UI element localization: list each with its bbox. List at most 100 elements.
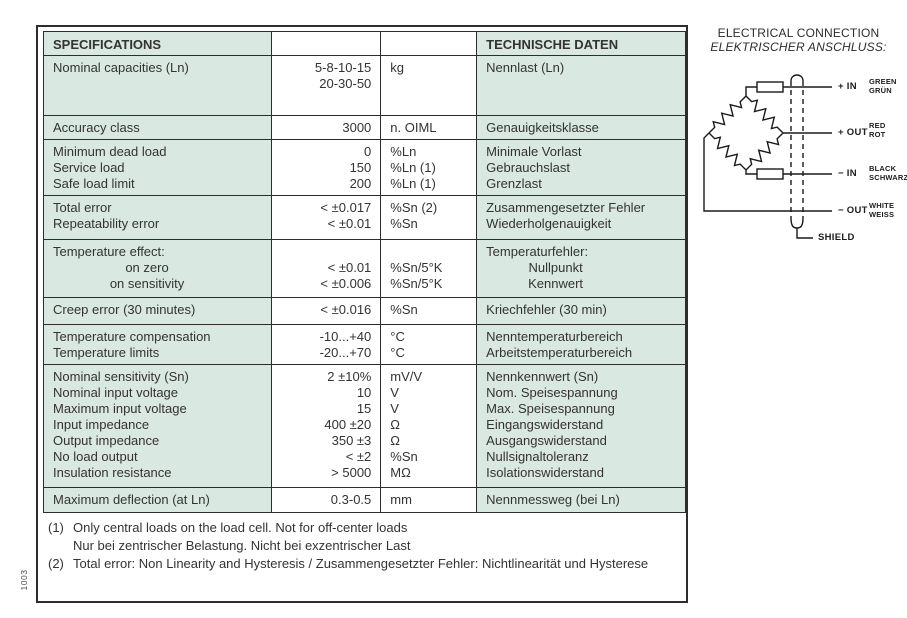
table-row: Total error Repeatability error < ±0.017… xyxy=(42,195,686,240)
header-values xyxy=(271,31,382,56)
cell-line: Ausgangswiderstand xyxy=(486,433,607,448)
bridge-wires xyxy=(703,74,832,239)
cell-line: Nom. Speisespannung xyxy=(486,385,618,400)
table-row: Temperature effect: on zero on sensitivi… xyxy=(42,239,686,298)
footnote-text: Total error: Non Linearity and Hysteresi… xyxy=(73,556,649,571)
cell-line: -20...+70 xyxy=(319,345,372,360)
cell-line: %Ln (1) xyxy=(390,176,436,191)
wire-color-label-white: WHITE WEISS xyxy=(869,201,895,219)
footnotes: (1) Only central loads on the load cell.… xyxy=(48,519,673,573)
bridge-resistor-zigzag xyxy=(704,128,751,175)
cell-line: 20-30-50 xyxy=(319,76,372,91)
value-cell: < ±0.016 xyxy=(271,297,382,325)
diagram-title-en: ELECTRICAL CONNECTION xyxy=(717,26,880,40)
cell-line: Temperature compensation xyxy=(53,329,211,344)
german-name-cell: Nennkennwert (Sn) Nom. Speisespannung Ma… xyxy=(476,364,686,488)
german-name-cell: Zusammengesetzter Fehler Wiederholgenaui… xyxy=(476,195,686,240)
value-cell: 5-8-10-15 20-30-50 xyxy=(271,55,382,116)
cell-line: 2 ±10% xyxy=(327,369,372,384)
spec-name-cell: Temperature effect: on zero on sensitivi… xyxy=(42,239,273,298)
spec-name-cell: Nominal capacities (Ln) xyxy=(42,55,273,116)
cell-line: MΩ xyxy=(390,465,411,480)
cell-line: Isolationswiderstand xyxy=(486,465,604,480)
wire-minus-in xyxy=(745,170,758,175)
wire-color-de: ROT xyxy=(869,129,886,139)
cell-line: Nennkennwert (Sn) xyxy=(486,369,599,384)
cell-line: Service load xyxy=(53,160,125,175)
cell-line: Kennwert xyxy=(528,276,584,291)
wire-color-de: WEISS xyxy=(869,209,895,219)
table-row: Nominal sensitivity (Sn) Nominal input v… xyxy=(42,364,686,488)
german-name-cell: Nennmessweg (bei Ln) xyxy=(476,487,686,513)
wire-color-label-green: GREEN GRÜN xyxy=(869,77,897,95)
cell-line: Max. Speisespannung xyxy=(486,401,615,416)
footnote-line: Nur bei zentrischer Belastung. Nicht bei… xyxy=(48,537,673,555)
cell-line: mm xyxy=(390,492,412,507)
cell-line: Creep error (30 minutes) xyxy=(53,302,196,317)
spec-name-cell: Accuracy class xyxy=(42,115,273,140)
cell-line: 0.3-0.5 xyxy=(330,492,372,507)
cell-line: 400 ±20 xyxy=(324,417,372,432)
spec-sheet-frame: SPECIFICATIONS TECHNISCHE DATEN Nominal … xyxy=(36,25,688,603)
unit-cell: mm xyxy=(380,487,478,513)
cell-line: n. OIML xyxy=(390,120,437,135)
cell-line: V xyxy=(390,385,399,400)
cell-line: < ±2 xyxy=(345,449,372,464)
header-technische-daten: TECHNISCHE DATEN xyxy=(476,31,686,56)
cell-line: Nullpunkt xyxy=(528,260,583,275)
cell-line: Grenzlast xyxy=(486,176,542,191)
value-cell: < ±0.01 < ±0.006 xyxy=(271,239,382,298)
header-units xyxy=(380,31,478,56)
cell-line: Ω xyxy=(390,417,400,432)
wheatstone-bridge-diagram xyxy=(703,74,832,239)
cell-line: Arbeitstemperaturbereich xyxy=(486,345,633,360)
cell-line: No load output xyxy=(53,449,138,464)
value-cell: < ±0.017 < ±0.01 xyxy=(271,195,382,240)
cell-line: %Sn xyxy=(390,449,418,464)
wire-minus-out xyxy=(703,132,832,212)
cell-line: Nennlast (Ln) xyxy=(486,60,565,75)
cell-line: 10 xyxy=(356,385,372,400)
cell-line: Nominal capacities (Ln) xyxy=(53,60,189,75)
cell-line: Eingangswiderstand xyxy=(486,417,604,432)
cell-line: Ω xyxy=(390,433,400,448)
unit-cell: %Sn xyxy=(380,297,478,325)
cell-line: Total error xyxy=(53,200,112,215)
cell-line: kg xyxy=(390,60,405,75)
cell-line: Minimale Vorlast xyxy=(486,144,582,159)
cell-line: Temperature effect: xyxy=(53,244,165,259)
cell-line: Maximum deflection (at Ln) xyxy=(53,492,210,507)
cell-line: 200 xyxy=(349,176,372,191)
cell-line: Safe load limit xyxy=(53,176,135,191)
table-row: Accuracy class 3000 n. OIML Genauigkeits… xyxy=(42,115,686,140)
cell-line: %Sn xyxy=(390,216,418,231)
cell-line: < ±0.016 xyxy=(320,302,372,317)
spec-name-cell: Temperature compensation Temperature lim… xyxy=(42,324,273,365)
specifications-table: SPECIFICATIONS TECHNISCHE DATEN Nominal … xyxy=(42,31,686,513)
spec-name-cell: Creep error (30 minutes) xyxy=(42,297,273,325)
diagram-title-de: ELEKTRISCHER ANSCHLUSS: xyxy=(710,40,887,54)
wire-shield xyxy=(796,228,813,239)
wire-color-label-red: RED ROT xyxy=(869,121,886,139)
unit-cell: %Ln %Ln (1) %Ln (1) xyxy=(380,139,478,196)
cell-line: °C xyxy=(390,329,405,344)
cell-line: < ±0.01 xyxy=(327,260,372,275)
compensation-resistor xyxy=(756,168,784,180)
cell-line: 5-8-10-15 xyxy=(314,60,372,75)
unit-cell: mV/V V V Ω Ω %Sn MΩ xyxy=(380,364,478,488)
cell-line: V xyxy=(390,401,399,416)
cell-line: 150 xyxy=(349,160,372,175)
document-number: 1003 xyxy=(19,569,29,591)
value-cell: 0 150 200 xyxy=(271,139,382,196)
footnote-number xyxy=(48,537,73,555)
wire-plus-in xyxy=(745,86,758,96)
unit-cell: %Sn (2) %Sn xyxy=(380,195,478,240)
cell-line: > 5000 xyxy=(331,465,372,480)
diagram-title: ELECTRICAL CONNECTION ELEKTRISCHER ANSCH… xyxy=(690,26,907,54)
wire-color-en: WHITE xyxy=(869,201,895,210)
unit-cell: °C °C xyxy=(380,324,478,365)
cell-line: 3000 xyxy=(342,120,372,135)
cell-line: mV/V xyxy=(390,369,423,384)
terminal-label-shield: SHIELD xyxy=(818,232,855,243)
wire-color-en: BLACK xyxy=(869,164,897,173)
